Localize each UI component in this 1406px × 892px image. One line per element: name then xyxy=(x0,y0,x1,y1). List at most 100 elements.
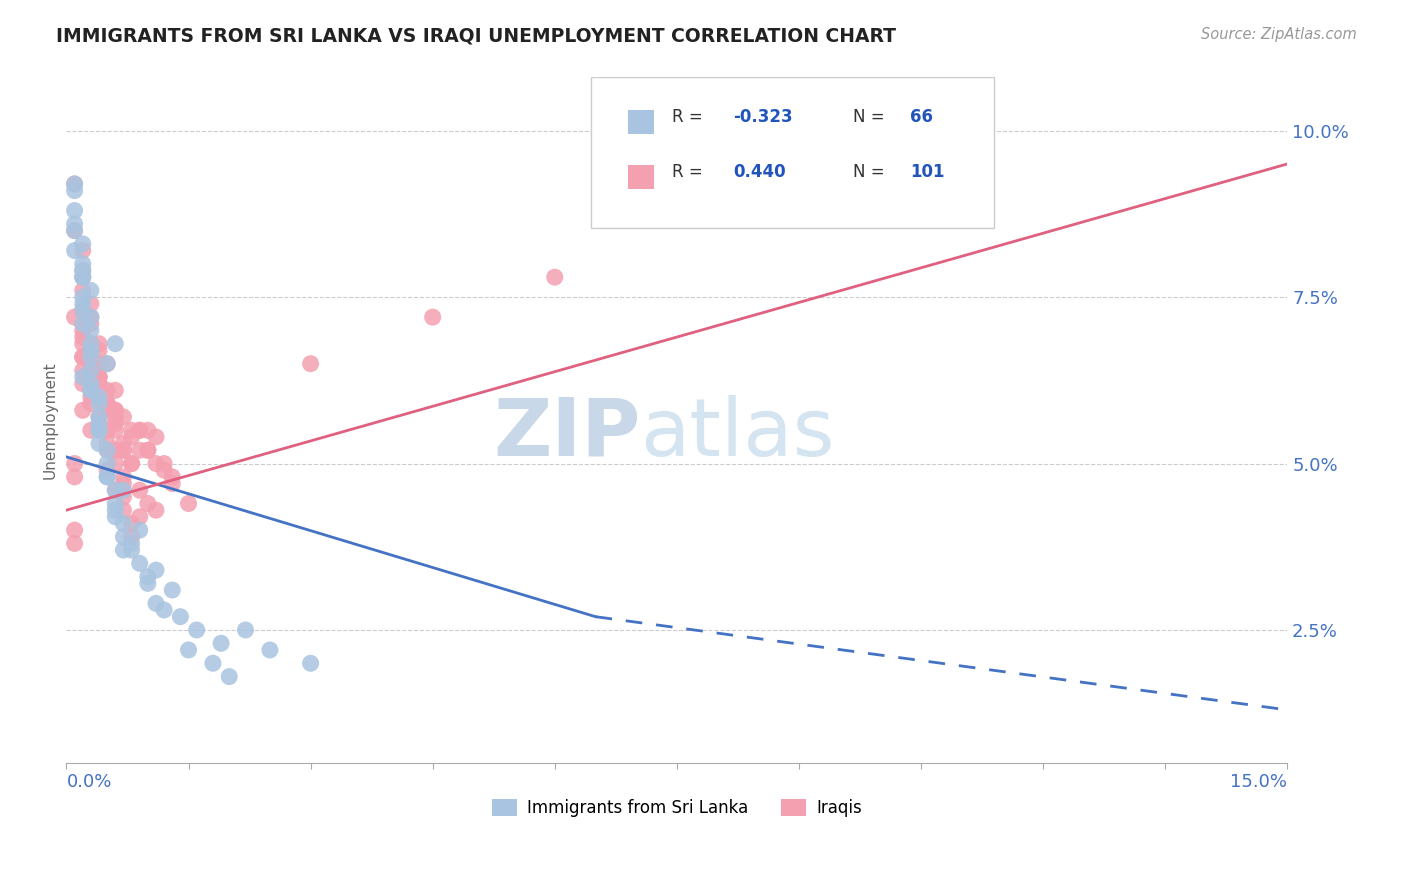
Point xyxy=(72,317,94,331)
Point xyxy=(87,390,110,404)
Point xyxy=(96,397,118,411)
Point xyxy=(128,423,150,437)
Point xyxy=(63,217,86,231)
Point xyxy=(80,310,103,324)
Text: R =: R = xyxy=(672,162,709,181)
Point xyxy=(121,516,143,531)
Point xyxy=(72,244,94,258)
Point xyxy=(128,423,150,437)
Point xyxy=(145,457,167,471)
Point xyxy=(63,177,86,191)
Point xyxy=(80,363,103,377)
Point xyxy=(153,603,176,617)
Point xyxy=(121,423,143,437)
Point xyxy=(104,336,127,351)
Point xyxy=(63,203,86,218)
Point xyxy=(136,496,159,510)
Point xyxy=(201,657,224,671)
Point xyxy=(80,343,103,358)
Point xyxy=(87,423,110,437)
Point xyxy=(72,317,94,331)
Point xyxy=(104,443,127,458)
Point xyxy=(136,443,159,458)
Point xyxy=(80,423,103,437)
Point xyxy=(80,336,103,351)
Point xyxy=(72,236,94,251)
Point xyxy=(72,297,94,311)
Point xyxy=(96,436,118,450)
Point xyxy=(112,409,135,424)
Point xyxy=(80,370,103,384)
Point xyxy=(112,470,135,484)
Point xyxy=(96,470,118,484)
Point xyxy=(104,509,127,524)
Point xyxy=(87,384,110,398)
Point xyxy=(162,582,184,597)
Point xyxy=(145,563,167,577)
Text: 15.0%: 15.0% xyxy=(1230,772,1288,790)
Point xyxy=(72,270,94,285)
Point xyxy=(63,244,86,258)
Point xyxy=(87,397,110,411)
Point xyxy=(169,609,191,624)
Point xyxy=(112,483,135,498)
Point xyxy=(128,523,150,537)
Point xyxy=(87,423,110,437)
Point xyxy=(209,636,232,650)
Point xyxy=(80,397,103,411)
Point xyxy=(121,430,143,444)
Point xyxy=(136,423,159,437)
FancyBboxPatch shape xyxy=(592,78,994,228)
FancyBboxPatch shape xyxy=(628,165,654,189)
Point xyxy=(63,536,86,550)
Y-axis label: Unemployment: Unemployment xyxy=(44,361,58,479)
Point xyxy=(87,376,110,391)
Point xyxy=(72,376,94,391)
Point xyxy=(112,516,135,531)
Point xyxy=(87,343,110,358)
Point xyxy=(104,403,127,417)
Point xyxy=(80,384,103,398)
Point xyxy=(145,596,167,610)
Point xyxy=(128,443,150,458)
Text: 66: 66 xyxy=(910,108,934,126)
Point xyxy=(162,470,184,484)
Text: N =: N = xyxy=(852,108,890,126)
Point xyxy=(72,263,94,277)
Point xyxy=(63,223,86,237)
Point xyxy=(87,417,110,431)
Point xyxy=(104,496,127,510)
Text: ZIP: ZIP xyxy=(494,395,640,473)
Point xyxy=(136,570,159,584)
Point xyxy=(72,303,94,318)
Point xyxy=(96,457,118,471)
Point xyxy=(72,323,94,337)
Point xyxy=(121,457,143,471)
Point xyxy=(80,297,103,311)
Point xyxy=(96,443,118,458)
Point xyxy=(80,350,103,364)
Point xyxy=(87,409,110,424)
Point xyxy=(72,263,94,277)
Point xyxy=(218,670,240,684)
Point xyxy=(72,270,94,285)
Point xyxy=(72,330,94,344)
Point xyxy=(177,496,200,510)
Point xyxy=(121,543,143,558)
Point xyxy=(544,270,567,285)
Text: Source: ZipAtlas.com: Source: ZipAtlas.com xyxy=(1201,27,1357,42)
Point xyxy=(72,363,94,377)
Point xyxy=(72,257,94,271)
Point xyxy=(112,443,135,458)
Point xyxy=(177,643,200,657)
Point xyxy=(104,457,127,471)
Point xyxy=(128,509,150,524)
Text: atlas: atlas xyxy=(640,395,835,473)
Point xyxy=(72,403,94,417)
Point xyxy=(80,343,103,358)
Point xyxy=(145,503,167,517)
Point xyxy=(96,423,118,437)
Point xyxy=(72,350,94,364)
Point xyxy=(80,384,103,398)
Point xyxy=(235,623,257,637)
